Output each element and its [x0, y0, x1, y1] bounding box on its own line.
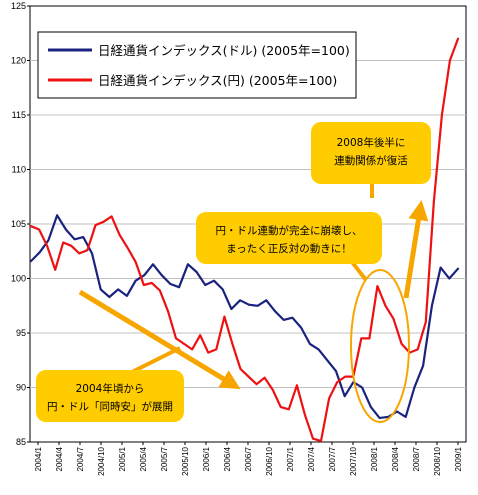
series-layer [29, 37, 460, 442]
x-tick-label: 2006/4 [223, 446, 232, 471]
x-tick-label: 2005/1 [118, 446, 127, 471]
callout-low-line1: 2004年頃から [76, 382, 145, 395]
y-tick-label: 125 [11, 1, 26, 11]
x-tick-label: 2007/1 [286, 446, 295, 471]
x-tick-label: 2008/1 [370, 446, 379, 471]
annotation-layer: 2008年後半に 連動関係が復活 円・ドル連動が完全に崩壊し、 まったく正反対の… [36, 122, 431, 423]
y-tick-label: 90 [16, 383, 26, 393]
x-tick-label: 2006/1 [202, 446, 211, 471]
y-tick-label: 115 [12, 110, 26, 120]
series-line-yen [29, 37, 460, 442]
x-tick-label: 2005/4 [139, 446, 148, 471]
y-tick-label: 85 [16, 437, 26, 447]
y-tick-label: 100 [11, 274, 26, 284]
callout-low-box [36, 370, 184, 422]
y-tick-label: 120 [11, 56, 26, 66]
x-tick-label: 2009/1 [454, 446, 463, 471]
callout-top-line1: 2008年後半に [337, 136, 406, 149]
series-line-dollar [29, 214, 460, 420]
callout-top-box [311, 122, 431, 184]
legend-box [37, 31, 357, 99]
x-tick-label: 2007/4 [307, 446, 316, 471]
highlight-ellipse [350, 269, 410, 423]
callout-mid-box [196, 212, 382, 264]
callout-top-line2: 連動関係が復活 [334, 154, 408, 167]
callout-mid: 円・ドル連動が完全に崩壊し、 まったく正反対の動きに！ [196, 212, 382, 264]
callout-mid-line2: まったく正反対の動きに！ [226, 242, 352, 255]
x-tick-label: 2008/4 [391, 446, 400, 471]
x-tick-label: 2008/7 [412, 446, 421, 471]
x-tick-label: 2005/10 [181, 446, 190, 475]
x-tick-label: 2007/7 [328, 446, 337, 471]
legend-label-dollar: 日経通貨インデックス(ドル) (2005年=100) [98, 43, 350, 58]
x-tick-label: 2005/7 [160, 446, 169, 471]
callout-low: 2004年頃から 円・ドル「同時安」が展開 [36, 370, 184, 422]
y-axis: 85 90 95 100 105 110 115 120 125 [11, 1, 30, 447]
x-tick-label: 2004/7 [76, 446, 85, 471]
x-axis: 2004/1 2004/4 2004/7 2004/10 2005/1 2005/4 200… [34, 442, 463, 476]
arrow-long-down [78, 289, 241, 390]
x-tick-label: 2008/10 [433, 446, 442, 475]
x-tick-label: 2004/4 [55, 446, 64, 471]
y-tick-label: 110 [12, 165, 26, 175]
y-tick-label: 95 [16, 328, 26, 338]
x-tick-label: 2004/1 [34, 446, 43, 471]
callout-mid-line1: 円・ドル連動が完全に崩壊し、 [216, 224, 363, 237]
legend-label-yen: 日経通貨インデックス(円) (2005年=100) [98, 73, 337, 88]
callout-low-line2: 円・ドル「同時安」が展開 [47, 400, 173, 413]
x-tick-label: 2006/7 [244, 446, 253, 471]
x-tick-label: 2004/10 [97, 446, 106, 475]
x-tick-label: 2006/10 [265, 446, 274, 475]
callout-top: 2008年後半に 連動関係が復活 [311, 122, 431, 184]
legend: 日経通貨インデックス(ドル) (2005年=100) 日経通貨インデックス(円)… [37, 31, 357, 99]
arrow-up-right [403, 200, 429, 299]
y-tick-label: 105 [11, 219, 26, 229]
x-tick-label: 2007/10 [349, 446, 358, 475]
